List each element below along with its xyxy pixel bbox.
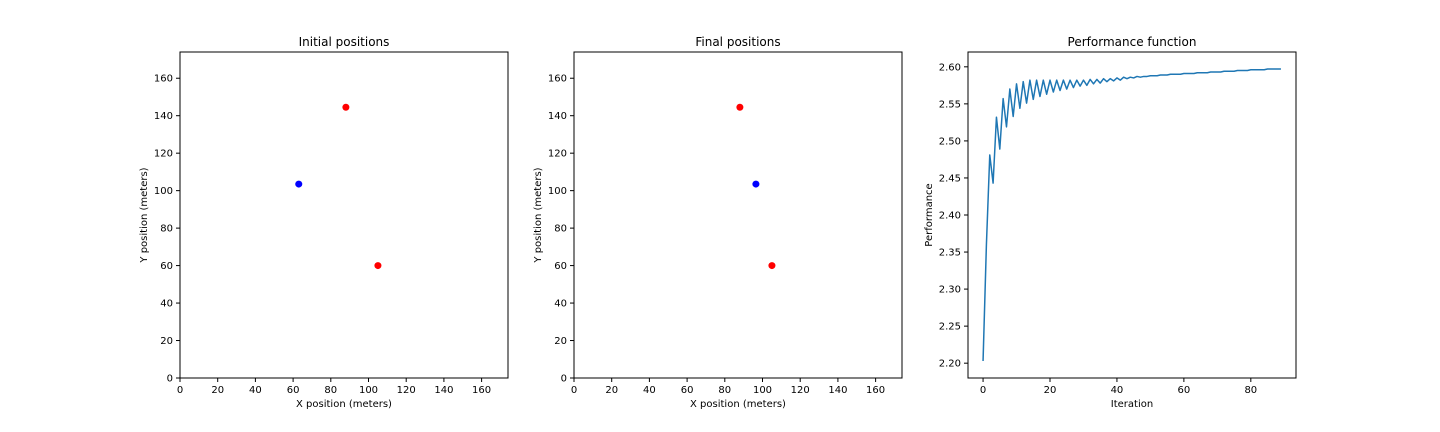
x-tick-label: 0 [980,385,986,396]
x-axis-label: Iteration [1111,399,1153,410]
x-tick-label: 100 [753,385,772,396]
x-tick-label: 0 [571,385,577,396]
x-tick-label: 60 [287,385,300,396]
scatter-point [768,262,776,270]
chart-3: 0 20 40 60 80 2.20 2.25 2.30 2.35 2.40 2.45 2.50 2.5… [924,35,1297,410]
y-tick-label: 140 [548,111,567,122]
y-tick-label: 2.60 [939,62,961,73]
y-tick-label: 2.25 [939,322,961,333]
y-tick-label: 100 [154,186,173,197]
y-tick-label: 2.55 [939,99,961,110]
y-tick-label: 40 [160,299,173,310]
x-tick-label: 60 [1178,385,1191,396]
x-tick-label: 40 [1111,385,1124,396]
scatter-point [295,180,303,188]
x-tick-label: 140 [828,385,847,396]
x-tick-label: 0 [177,385,183,396]
x-tick-label: 40 [249,385,262,396]
x-tick-label: 160 [866,385,885,396]
y-tick-label: 100 [548,186,567,197]
y-tick-label: 2.20 [939,359,961,370]
x-tick-label: 40 [643,385,656,396]
y-tick-label: 80 [160,224,173,235]
x-tick-label: 140 [434,385,453,396]
y-tick-label: 2.50 [939,136,961,147]
y-tick-label: 0 [561,374,567,385]
scatter-point [374,262,382,270]
y-tick-label: 60 [160,261,173,272]
x-tick-label: 100 [359,385,378,396]
chart-title: Performance function [1068,35,1197,49]
x-axis-label: X position (meters) [690,399,786,410]
x-tick-label: 20 [1044,385,1057,396]
series-line [982,68,1281,361]
axes-frame [967,51,1297,379]
y-tick-label: 40 [554,299,567,310]
y-tick-label: 160 [154,74,173,85]
x-tick-label: 20 [211,385,224,396]
x-axis-label: X position (meters) [296,399,392,410]
y-tick-label: 60 [554,261,567,272]
x-tick-label: 80 [324,385,337,396]
axes-frame [573,51,903,379]
y-tick-label: 140 [154,111,173,122]
x-tick-label: 80 [718,385,731,396]
y-tick-label: 0 [167,374,173,385]
y-axis-label: Y position (meters) [533,167,544,263]
scatter-point [736,103,744,111]
axes-frame [179,51,509,379]
y-tick-label: 20 [160,336,173,347]
chart-title: Final positions [695,35,780,49]
scatter-point [342,103,350,111]
x-tick-label: 120 [397,385,416,396]
y-tick-label: 2.35 [939,248,961,259]
y-tick-label: 2.45 [939,173,961,184]
y-tick-label: 2.40 [939,211,961,222]
chart-title: Initial positions [299,35,390,49]
x-tick-label: 20 [605,385,618,396]
x-tick-label: 60 [681,385,694,396]
x-tick-label: 80 [1244,385,1257,396]
y-tick-label: 120 [154,149,173,160]
y-tick-label: 80 [554,224,567,235]
x-tick-label: 160 [472,385,491,396]
y-tick-label: 2.30 [939,285,961,296]
chart-1: 0 20 40 60 80 100 120 140 160 0 20 40 60 80 100 120 140 1… [139,35,509,410]
y-tick-label: 120 [548,149,567,160]
x-tick-label: 120 [791,385,810,396]
y-axis-label: Y position (meters) [139,167,150,263]
chart-2: 0 20 40 60 80 100 120 140 160 0 20 40 60 80 100 120 140 1… [533,35,903,410]
y-tick-label: 20 [554,336,567,347]
y-tick-label: 160 [548,74,567,85]
scatter-point [752,180,760,188]
y-axis-label: Performance [924,183,935,246]
